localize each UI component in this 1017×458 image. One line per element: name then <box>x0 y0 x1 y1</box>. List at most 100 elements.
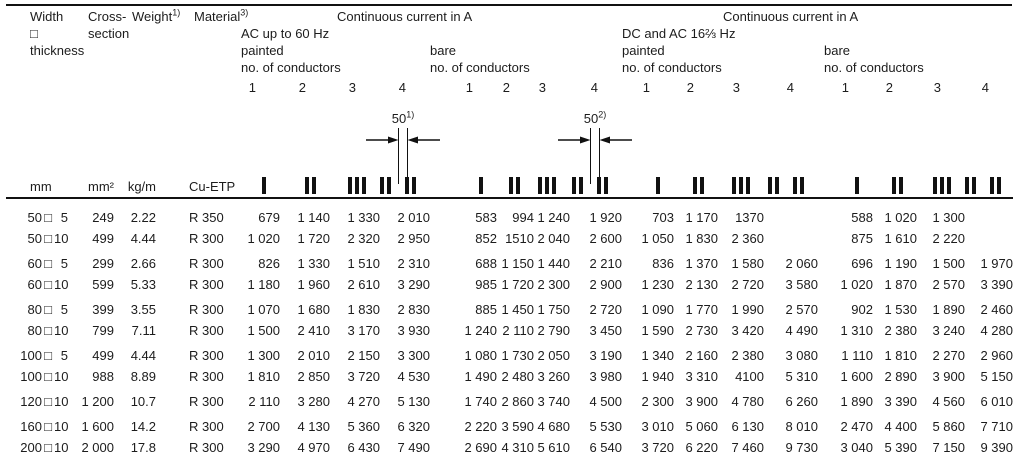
current-cell-ac-painted-3: 1 510 <box>347 256 380 271</box>
conductor-count-header: 2 <box>502 80 510 95</box>
table-row: 200 □ 10 2 000 17.8 R 300 3 290 4 970 6 430 7 490… <box>6 437 1013 458</box>
conductor-icon-cell <box>330 96 380 199</box>
current-cell-dc-bare-4: 1 970 <box>980 256 1013 271</box>
material-cell: R 300 <box>189 348 224 363</box>
current-cell-ac-bare-3: 3 260 <box>537 369 570 384</box>
size-label-cell: 60 □ 5 <box>27 256 68 271</box>
current-cell-dc-bare-4: 3 390 <box>980 277 1013 292</box>
current-cell-dc-painted-1: 1 340 <box>641 348 674 363</box>
material-cell: R 300 <box>189 323 224 338</box>
current-cell-ac-painted-1: 826 <box>258 256 280 271</box>
current-cell-ac-painted-2: 2 850 <box>297 369 330 384</box>
current-cell-dc-painted-2: 2 160 <box>685 348 718 363</box>
material-cell: R 300 <box>189 419 224 434</box>
ac-bare-label: bare <box>430 43 457 58</box>
ac-bare-conductors-label: no. of conductors <box>430 60 530 75</box>
current-cell-ac-painted-3: 4 270 <box>347 394 380 409</box>
current-cell-ac-bare-2: 2 110 <box>502 323 534 338</box>
times-symbol: □ <box>44 231 52 246</box>
conductor-icon-cell <box>430 96 497 199</box>
current-cell-ac-painted-1: 1 500 <box>247 323 280 338</box>
current-cell-ac-painted-1: 1 300 <box>247 348 280 363</box>
current-cell-ac-bare-1: 1 490 <box>464 369 497 384</box>
current-cell-dc-painted-2: 3 310 <box>685 369 718 384</box>
top-rule <box>6 4 1012 6</box>
current-cell-ac-painted-3: 5 360 <box>347 419 380 434</box>
current-cell-ac-painted-1: 679 <box>258 210 280 225</box>
weight-cell: 14.2 <box>130 419 156 434</box>
current-cell-dc-painted-3: 4 780 <box>731 394 764 409</box>
ac-painted-conductors-label: no. of conductors <box>241 60 341 75</box>
current-cell-ac-bare-2: 3 590 <box>501 419 534 434</box>
current-cell-ac-painted-4: 4 530 <box>397 369 430 384</box>
current-cell-dc-bare-3: 1 890 <box>932 302 965 317</box>
current-cell-dc-painted-2: 3 900 <box>685 394 718 409</box>
header-spacer-cell <box>114 80 156 96</box>
current-cell-ac-painted-3: 6 430 <box>347 440 380 455</box>
table-row: 60 □ 5 299 2.66 R 300 826 1 330 1 510 2 310 688 1 1… <box>6 253 1013 274</box>
current-cell-dc-painted-1: 1 940 <box>641 369 674 384</box>
material-footnote-marker: 3) <box>240 7 249 18</box>
current-cell-ac-painted-2: 1 140 <box>297 210 330 225</box>
weight-cell: 4.44 <box>130 348 156 363</box>
current-cell-dc-bare-1: 1 600 <box>840 369 873 384</box>
current-cell-dc-bare-2: 4 400 <box>884 419 917 434</box>
current-cell-ac-bare-4: 4 500 <box>589 394 622 409</box>
cross-section-cell: 1 600 <box>81 419 114 434</box>
current-cell-ac-bare-3: 3 740 <box>537 394 570 409</box>
current-cell-dc-painted-1: 1 090 <box>641 302 674 317</box>
current-cell-ac-bare-2: 4 310 <box>501 440 534 455</box>
current-cell-ac-bare-3: 1 750 <box>537 302 570 317</box>
size-label-cell: 50 □ 5 <box>27 210 68 225</box>
weight-cell: 8.89 <box>130 369 156 384</box>
conductor-icon-cell <box>764 96 818 199</box>
current-cell-ac-painted-4: 3 300 <box>397 348 430 363</box>
conductor-icon-2 <box>509 177 520 194</box>
current-cell-dc-painted-4: 9 730 <box>785 440 818 455</box>
spacer-cell <box>6 198 1013 207</box>
cross-section-cell: 399 <box>92 302 114 317</box>
current-cell-ac-painted-4: 2 310 <box>397 256 430 271</box>
cross-section-header-line2: section <box>88 26 130 41</box>
conductor-count-header: 1 <box>465 80 473 95</box>
table-row: 50 □ 5 249 2.22 R 350 679 1 140 1 330 2 010 583 994… <box>6 207 1013 228</box>
current-cell-ac-bare-2: 2 480 <box>501 369 534 384</box>
current-cell-dc-bare-2: 1 610 <box>884 231 917 246</box>
current-cell-ac-bare-1: 2 690 <box>464 440 497 455</box>
current-cell-ac-bare-1: 885 <box>475 302 497 317</box>
current-cell-dc-painted-4: 5 310 <box>785 369 818 384</box>
current-cell-ac-painted-1: 1 180 <box>247 277 280 292</box>
current-cell-dc-bare-3: 2 270 <box>932 348 965 363</box>
current-cell-dc-bare-2: 2 380 <box>884 323 917 338</box>
current-cell-dc-painted-4 <box>764 207 818 228</box>
width-header-line1: Width <box>30 9 64 24</box>
header-spacer-cell <box>70 80 114 96</box>
times-symbol: □ <box>44 302 52 317</box>
conductor-icon-1 <box>479 177 483 194</box>
current-cell-dc-bare-1: 1 020 <box>840 277 873 292</box>
conductor-count-header: 1 <box>841 80 849 95</box>
table-row: 100 □ 5 499 4.44 R 300 1 300 2 010 2 150 3 300 1 0… <box>6 345 1013 366</box>
current-cell-ac-bare-4: 6 540 <box>589 440 622 455</box>
conductor-icon-cell <box>280 96 330 199</box>
current-cell-dc-bare-4: 2 460 <box>980 302 1013 317</box>
ratings-table: 1 2 3 4 1 2 3 4 1 2 3 4 1 2 3 4 mm mm² kg/m Cu-ETP 50 □ 5 249 2.… <box>6 80 1013 458</box>
current-cell-ac-bare-1: 1 740 <box>464 394 497 409</box>
current-cell-ac-painted-4: 3 290 <box>397 277 430 292</box>
current-cell-ac-painted-4: 2 830 <box>397 302 430 317</box>
current-cell-dc-bare-2: 1 530 <box>884 302 917 317</box>
table-row: 120 □ 10 1 200 10.7 R 300 2 110 3 280 4 270 5 130… <box>6 391 1013 412</box>
current-cell-dc-painted-1: 3 010 <box>641 419 674 434</box>
current-cell-ac-bare-3: 1 240 <box>537 210 570 225</box>
current-cell-ac-bare-4: 3 450 <box>589 323 622 338</box>
material-cell: R 300 <box>189 440 224 455</box>
current-cell-dc-painted-1: 836 <box>652 256 674 271</box>
material-value-label: Cu-ETP <box>156 96 241 199</box>
current-cell-dc-painted-3: 3 420 <box>731 323 764 338</box>
current-cell-ac-painted-1: 2 110 <box>248 394 280 409</box>
conductor-icon-cell <box>718 96 764 199</box>
current-cell-ac-bare-1: 1 240 <box>464 323 497 338</box>
current-cell-ac-bare-2: 994 <box>512 210 534 225</box>
current-cell-ac-painted-1: 2 700 <box>247 419 280 434</box>
